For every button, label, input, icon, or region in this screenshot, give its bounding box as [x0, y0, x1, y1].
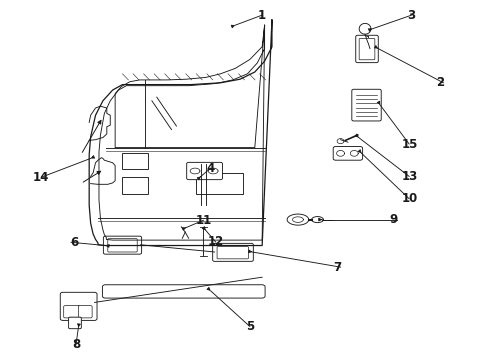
FancyBboxPatch shape	[213, 243, 253, 261]
Text: 1: 1	[258, 9, 266, 22]
FancyBboxPatch shape	[122, 153, 148, 169]
FancyBboxPatch shape	[103, 236, 142, 254]
Text: 8: 8	[72, 338, 80, 351]
FancyBboxPatch shape	[217, 247, 248, 259]
Text: 12: 12	[207, 235, 224, 248]
Text: 9: 9	[390, 213, 398, 226]
FancyBboxPatch shape	[78, 306, 92, 318]
FancyBboxPatch shape	[108, 239, 137, 252]
FancyBboxPatch shape	[102, 285, 265, 298]
FancyBboxPatch shape	[60, 292, 97, 320]
FancyBboxPatch shape	[187, 162, 222, 180]
FancyBboxPatch shape	[352, 89, 381, 121]
FancyBboxPatch shape	[333, 147, 363, 160]
Text: 11: 11	[195, 214, 212, 227]
Text: 10: 10	[402, 192, 418, 205]
Text: 4: 4	[207, 162, 215, 175]
Text: 2: 2	[436, 76, 444, 89]
FancyBboxPatch shape	[69, 317, 81, 329]
FancyBboxPatch shape	[64, 306, 80, 318]
Text: 5: 5	[246, 320, 254, 333]
Text: 7: 7	[333, 261, 342, 274]
FancyBboxPatch shape	[359, 39, 375, 60]
FancyBboxPatch shape	[356, 35, 378, 63]
Text: 6: 6	[70, 236, 78, 249]
FancyBboxPatch shape	[196, 173, 243, 194]
Text: 13: 13	[402, 170, 418, 183]
Text: 3: 3	[408, 9, 416, 22]
FancyBboxPatch shape	[122, 177, 148, 194]
Text: 14: 14	[33, 171, 49, 184]
Text: 15: 15	[402, 138, 418, 150]
